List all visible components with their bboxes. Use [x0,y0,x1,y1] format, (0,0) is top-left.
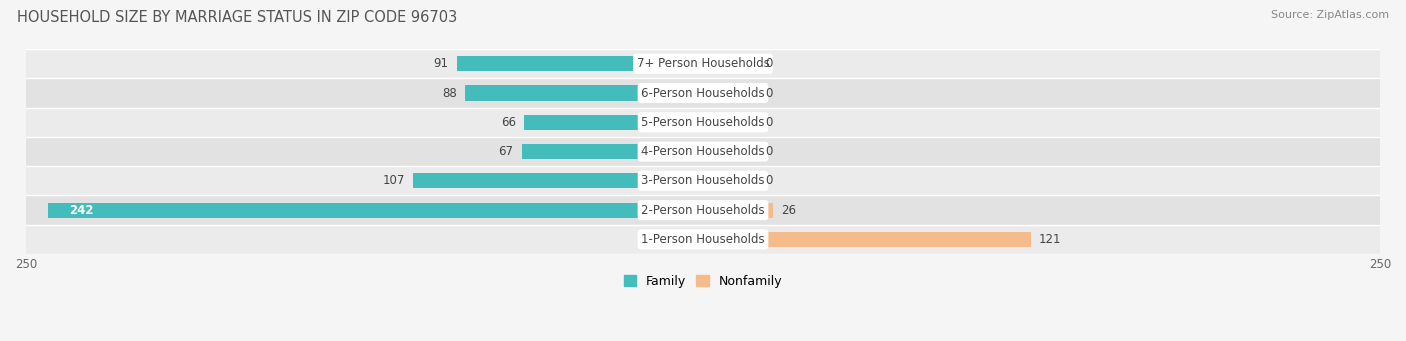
Bar [524,115,703,130]
Bar [413,173,703,189]
Bar [48,203,703,218]
Bar [703,85,758,101]
Bar [27,49,1379,78]
Legend: Family, Nonfamily: Family, Nonfamily [619,270,787,293]
Text: 0: 0 [765,116,773,129]
Text: 7+ Person Households: 7+ Person Households [637,57,769,70]
Text: HOUSEHOLD SIZE BY MARRIAGE STATUS IN ZIP CODE 96703: HOUSEHOLD SIZE BY MARRIAGE STATUS IN ZIP… [17,10,457,25]
Text: 121: 121 [1039,233,1062,246]
Bar [703,144,758,159]
Text: 67: 67 [499,145,513,158]
Bar [27,78,1379,108]
Bar [457,56,703,71]
Bar [27,195,1379,225]
Bar [27,108,1379,137]
Bar [27,137,1379,166]
Text: 6-Person Households: 6-Person Households [641,87,765,100]
Text: 242: 242 [69,204,94,217]
Bar [703,56,758,71]
Text: 26: 26 [782,204,797,217]
Text: 0: 0 [765,87,773,100]
Bar [522,144,703,159]
Bar [703,203,773,218]
Bar [27,166,1379,195]
Text: 0: 0 [765,145,773,158]
Bar [465,85,703,101]
Bar [27,225,1379,254]
Text: 2-Person Households: 2-Person Households [641,204,765,217]
Text: 1-Person Households: 1-Person Households [641,233,765,246]
Text: 66: 66 [501,116,516,129]
Bar [703,115,758,130]
Text: 107: 107 [382,174,405,187]
Text: 3-Person Households: 3-Person Households [641,174,765,187]
Bar [703,173,758,189]
Text: 0: 0 [765,174,773,187]
Text: 4-Person Households: 4-Person Households [641,145,765,158]
Text: 88: 88 [441,87,457,100]
Text: 91: 91 [433,57,449,70]
Text: 5-Person Households: 5-Person Households [641,116,765,129]
Bar [703,232,1031,247]
Text: 0: 0 [765,57,773,70]
Text: Source: ZipAtlas.com: Source: ZipAtlas.com [1271,10,1389,20]
